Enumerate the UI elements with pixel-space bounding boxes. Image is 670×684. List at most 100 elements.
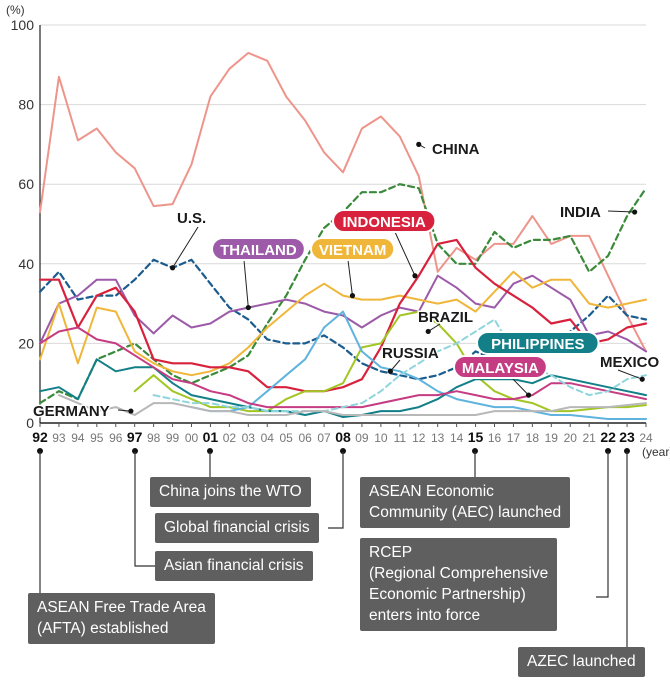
callout-dot xyxy=(340,448,346,454)
label-dot xyxy=(169,265,176,271)
x-tick-label: 15 xyxy=(468,429,484,445)
x-tick-label: 02 xyxy=(223,431,237,445)
series-line-germany xyxy=(57,394,647,416)
callout-01 xyxy=(207,448,213,477)
label-dot xyxy=(387,368,393,374)
annotation-afta: ASEAN Free Trade Area (AFTA) established xyxy=(28,593,215,644)
x-tick-label: 11 xyxy=(394,431,407,445)
callout-08 xyxy=(328,448,346,529)
label-leader xyxy=(347,259,353,296)
x-tick-label: 97 xyxy=(127,429,143,445)
callout-92 xyxy=(37,448,43,593)
x-tick-label: 09 xyxy=(355,431,369,445)
series-label-thailand: THAILAND xyxy=(211,237,306,311)
x-tick-label: 08 xyxy=(335,429,351,445)
label-pill xyxy=(476,331,600,355)
callout-22 xyxy=(596,448,611,598)
x-tick-label: 04 xyxy=(261,431,275,445)
label-text: THAILAND xyxy=(220,242,297,259)
label-dot xyxy=(632,209,638,215)
x-tick-label: 94 xyxy=(71,431,85,445)
label-text: RUSSIA xyxy=(382,345,439,362)
callout-line xyxy=(134,452,155,567)
label-text: PHILIPPINES xyxy=(491,336,584,353)
label-text: CHINA xyxy=(432,141,480,158)
label-pill xyxy=(310,237,396,261)
callout-line xyxy=(328,452,344,529)
x-tick-label: 18 xyxy=(526,431,540,445)
x-tick-label: 96 xyxy=(109,431,123,445)
y-tick-label: 40 xyxy=(18,256,34,272)
label-dot xyxy=(425,328,431,335)
x-tick-label: 23 xyxy=(619,429,635,445)
label-text: GERMANY xyxy=(33,403,110,420)
x-tick-label: 20 xyxy=(564,431,578,445)
x-tick-label: 00 xyxy=(185,431,199,445)
callout-15 xyxy=(472,448,478,477)
x-tick-label: 07 xyxy=(317,431,331,445)
event-callout-lines xyxy=(37,448,630,647)
x-tick-label: 13 xyxy=(431,431,445,445)
x-tick-label: 99 xyxy=(166,431,180,445)
x-tick-label: 92 xyxy=(32,429,48,445)
series-line-thailand xyxy=(39,274,647,353)
label-text: INDIA xyxy=(560,204,601,221)
label-dot xyxy=(349,293,356,299)
callout-dot xyxy=(207,448,213,454)
callout-97 xyxy=(132,448,155,567)
series-label-germany: GERMANY xyxy=(32,402,134,422)
label-text: U.S. xyxy=(177,210,206,227)
series-line-brazil xyxy=(133,310,647,413)
label-dot xyxy=(416,141,422,147)
series-label-philippines: PHILIPPINES xyxy=(476,331,600,355)
annotation-global-financial-crisis: Global financial crisis xyxy=(155,513,319,543)
callout-dot xyxy=(605,448,611,454)
series-line-indonesia xyxy=(38,238,648,393)
series-label-brazil: BRAZIL xyxy=(417,308,475,335)
y-tick-label: 80 xyxy=(18,97,34,113)
series-line-china xyxy=(39,51,647,353)
series-line-russia xyxy=(190,310,647,420)
x-tick-label: 05 xyxy=(280,431,294,445)
x-tick-label: 06 xyxy=(298,431,312,445)
label-leader xyxy=(243,259,249,308)
x-tick-label: 10 xyxy=(374,431,388,445)
callout-dot xyxy=(472,448,478,454)
label-dot xyxy=(639,376,645,382)
label-text: MEXICO xyxy=(600,354,660,371)
series-labels: CHINA INDIA U.S. THAILAND VIETNAM INDONESIA BR… xyxy=(32,140,662,422)
x-tick-label: 93 xyxy=(52,431,66,445)
label-text: BRAZIL xyxy=(418,309,473,326)
x-tick-label: 22 xyxy=(600,429,616,445)
y-unit-label: (%) xyxy=(6,3,25,17)
label-dot xyxy=(128,408,134,414)
x-tick-label: 17 xyxy=(507,431,521,445)
callout-line xyxy=(596,452,609,598)
callout-dot xyxy=(37,448,43,454)
callout-dot xyxy=(132,448,138,454)
annotation-china-wto: China joins the WTO xyxy=(150,477,311,507)
y-tick-label: 20 xyxy=(18,335,34,351)
y-tick-label: 60 xyxy=(18,176,34,192)
callout-dot xyxy=(624,448,630,454)
x-tick-label: 12 xyxy=(412,431,426,445)
label-pill xyxy=(453,355,548,379)
label-leader xyxy=(394,231,416,276)
series-label-russia: RUSSIA xyxy=(381,344,440,374)
x-tick-label: 21 xyxy=(583,431,597,445)
label-dot xyxy=(412,273,418,279)
series-label-indonesia: INDONESIA xyxy=(332,209,437,279)
label-dot xyxy=(245,304,251,311)
series-line-mexico xyxy=(152,318,647,413)
x-tick-label: 16 xyxy=(488,431,502,445)
axes: 020406080100(%)(year)9293949596979899000… xyxy=(6,3,670,459)
annotation-rcep: RCEP (Regional Comprehensive Economic Pa… xyxy=(360,538,558,631)
series-line-vietnam xyxy=(39,270,647,377)
label-text: MALAYSIA xyxy=(462,360,539,377)
series-label-malaysia: MALAYSIA xyxy=(453,355,548,398)
label-leader xyxy=(607,210,635,213)
label-leader xyxy=(172,226,199,269)
label-pill xyxy=(211,237,306,261)
x-tick-label: 01 xyxy=(203,429,219,445)
label-pill xyxy=(332,209,437,233)
